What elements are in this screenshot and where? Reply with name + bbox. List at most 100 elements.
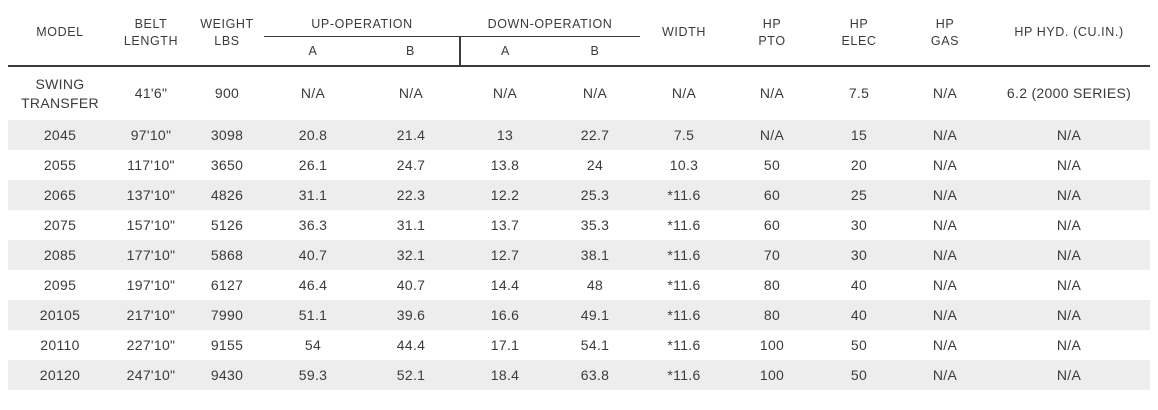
cell-hp-gas: N/A [932, 246, 958, 263]
cell-hp-elec: 30 [850, 216, 868, 233]
cell-down-operation-a: 17.1 [490, 336, 520, 353]
cell-up-operation-b: N/A [398, 85, 424, 102]
cell-weight-lbs: 6127 [210, 276, 244, 293]
cell-hp-elec: 50 [850, 366, 868, 383]
header-row-sub: A B A B [8, 36, 1150, 67]
cell-model: 20110 [40, 336, 80, 353]
cell-model: 2085 [43, 246, 77, 263]
cell-hp-pto: 80 [763, 276, 781, 293]
table-body: SWING TRANSFER 41'6" 900 N/A N/A N/A N/A… [8, 66, 1151, 390]
cell-down-operation-a: 12.2 [490, 186, 520, 203]
subcolumn-header-up-b: B [362, 36, 461, 67]
cell-belt-length: 137'10" [126, 186, 176, 203]
table-row: 2065 137'10" 4826 31.1 22.3 12.2 25.3 *1… [8, 180, 1151, 210]
cell-weight-lbs: 3098 [210, 126, 244, 143]
cell-down-operation-b: 54.1 [580, 336, 610, 353]
cell-hp-hyd: N/A [1056, 276, 1082, 293]
cell-weight-lbs: 900 [214, 85, 240, 102]
table-row: 2055 117'10" 3650 26.1 24.7 13.8 24 10.3… [8, 150, 1150, 180]
cell-hp-hyd: N/A [1056, 156, 1082, 173]
cell-belt-length: 41'6" [134, 85, 168, 102]
cell-belt-length: 97'10" [130, 126, 172, 143]
cell-hp-pto: N/A [759, 85, 785, 102]
cell-up-operation-b: 22.3 [396, 186, 426, 203]
cell-width: *11.6 [667, 186, 701, 203]
cell-hp-gas: N/A [932, 186, 958, 203]
cell-up-operation-b: 52.1 [396, 366, 426, 383]
cell-width: N/A [671, 85, 697, 102]
table-row: 20120 247'10" 9430 59.3 52.1 18.4 63.8 *… [8, 360, 1151, 390]
group-header-down-operation: DOWN-OPERATION [460, 0, 641, 37]
cell-width: *11.6 [667, 336, 701, 353]
cell-hp-hyd: 6.2 (2000 SERIES) [1006, 85, 1132, 102]
cell-belt-length: 117'10" [127, 156, 175, 173]
cell-hp-hyd: N/A [1056, 216, 1082, 233]
cell-weight-lbs: 4826 [210, 186, 244, 203]
cell-down-operation-a: 13.8 [490, 156, 520, 173]
table-header: MODEL BELT LENGTH WEIGHT LBS UP-OPERATIO… [8, 0, 1151, 67]
cell-weight-lbs: 3650 [210, 156, 244, 173]
cell-up-operation-a: 36.3 [298, 216, 328, 233]
cell-hp-hyd: N/A [1056, 126, 1082, 143]
cell-weight-lbs: 9430 [210, 366, 244, 383]
table-row: 2075 157'10" 5126 36.3 31.1 13.7 35.3 *1… [8, 210, 1150, 240]
cell-up-operation-b: 32.1 [396, 246, 426, 263]
cell-up-operation-b: 24.7 [396, 156, 426, 173]
cell-hp-elec: 7.5 [848, 85, 870, 102]
cell-down-operation-b: 38.1 [580, 246, 610, 263]
cell-hp-gas: N/A [932, 216, 958, 233]
cell-belt-length: 157'10" [126, 216, 176, 233]
cell-model: 2095 [43, 276, 77, 293]
cell-width: 10.3 [669, 156, 699, 173]
cell-down-operation-b: 63.8 [580, 366, 610, 383]
cell-model: 2045 [43, 126, 77, 143]
cell-up-operation-a: 26.1 [298, 156, 328, 173]
table-row: 2095 197'10" 6127 46.4 40.7 14.4 48 *11.… [8, 270, 1150, 300]
cell-hp-pto: 70 [763, 246, 781, 263]
column-header-hp-hyd: HP HYD. (CU.IN.) [988, 0, 1151, 67]
cell-up-operation-a: 51.1 [298, 306, 328, 323]
cell-width: 7.5 [673, 126, 695, 143]
cell-weight-lbs: 5126 [210, 216, 244, 233]
table-row: 20110 227'10" 9155 54 44.4 17.1 54.1 *11… [8, 330, 1150, 360]
cell-width: *11.6 [667, 276, 701, 293]
cell-down-operation-a: N/A [492, 85, 518, 102]
cell-hp-pto: 60 [763, 216, 781, 233]
cell-down-operation-b: N/A [582, 85, 608, 102]
cell-width: *11.6 [667, 216, 701, 233]
cell-model: 2075 [43, 216, 77, 233]
cell-hp-elec: 20 [850, 156, 868, 173]
cell-hp-hyd: N/A [1056, 246, 1082, 263]
cell-up-operation-a: N/A [300, 85, 326, 102]
column-header-hp-pto: HP PTO [728, 0, 817, 67]
cell-belt-length: 247'10" [126, 366, 176, 383]
cell-down-operation-b: 22.7 [580, 126, 610, 143]
subcolumn-header-down-a: A [459, 36, 551, 67]
cell-hp-elec: 30 [850, 246, 868, 263]
cell-model: 20105 [39, 306, 81, 323]
cell-hp-pto: N/A [759, 126, 785, 143]
cell-hp-pto: 60 [763, 186, 781, 203]
cell-up-operation-b: 40.7 [396, 276, 426, 293]
cell-hp-elec: 40 [850, 306, 868, 323]
column-header-belt-length: BELT LENGTH [112, 0, 190, 67]
cell-up-operation-a: 59.3 [298, 366, 328, 383]
cell-weight-lbs: 5868 [210, 246, 244, 263]
subcolumn-header-up-a: A [264, 36, 362, 67]
cell-model: 20120 [39, 366, 81, 383]
cell-down-operation-b: 24 [586, 156, 604, 173]
cell-belt-length: 177'10" [126, 246, 176, 263]
cell-hp-hyd: N/A [1056, 366, 1082, 383]
cell-width: *11.6 [667, 366, 701, 383]
cell-weight-lbs: 9155 [210, 336, 244, 353]
cell-up-operation-b: 44.4 [396, 336, 426, 353]
cell-down-operation-b: 35.3 [580, 216, 610, 233]
subcolumn-header-down-b: B [550, 36, 641, 67]
cell-hp-pto: 100 [759, 366, 785, 383]
column-header-width: WIDTH [640, 0, 729, 67]
cell-belt-length: 227'10" [126, 336, 176, 353]
cell-hp-pto: 50 [763, 156, 781, 173]
cell-hp-pto: 80 [763, 306, 781, 323]
cell-hp-gas: N/A [932, 306, 958, 323]
cell-up-operation-a: 54 [304, 336, 322, 353]
